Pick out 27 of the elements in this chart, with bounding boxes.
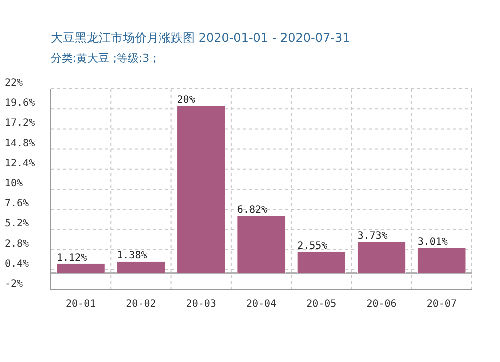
y-tick-label: 14.8% (5, 138, 36, 150)
x-tick-label: 20-06 (366, 299, 397, 310)
x-tick-label: 20-01 (66, 299, 96, 310)
y-tick-label: 22% (5, 78, 24, 89)
x-tick-label: 20-04 (246, 299, 277, 310)
data-label: 1.38% (117, 250, 148, 262)
y-tick-label: 7.6% (5, 198, 30, 210)
y-tick-label: 10% (5, 178, 24, 190)
y-tick-label: -2% (5, 279, 24, 290)
data-label: 1.12% (57, 252, 88, 264)
y-tick-label: 12.4% (5, 158, 36, 170)
y-tick-label: 0.4% (5, 258, 30, 270)
y-tick-label: 17.2% (5, 118, 36, 130)
x-tick-label: 20-05 (306, 299, 337, 310)
chart-subtitle: 分类:黄大豆 ;等级:3 ; (51, 52, 157, 65)
data-label: 3.73% (358, 231, 388, 242)
x-tick-label: 20-07 (426, 299, 457, 310)
chart-title: 大豆黑龙江市场价月涨跌图 2020-01-01 - 2020-07-31 (51, 31, 350, 45)
data-label: 3.01% (418, 237, 448, 248)
y-tick-label: 2.8% (5, 238, 30, 250)
y-tick-label: 19.6% (5, 98, 36, 110)
y-tick-label: 5.2% (5, 218, 30, 230)
x-tick-label: 20-02 (126, 299, 156, 310)
data-label: 20% (177, 94, 196, 106)
x-tick-label: 20-03 (186, 299, 216, 310)
data-label: 6.82% (237, 205, 268, 216)
data-label: 2.55% (298, 240, 328, 252)
